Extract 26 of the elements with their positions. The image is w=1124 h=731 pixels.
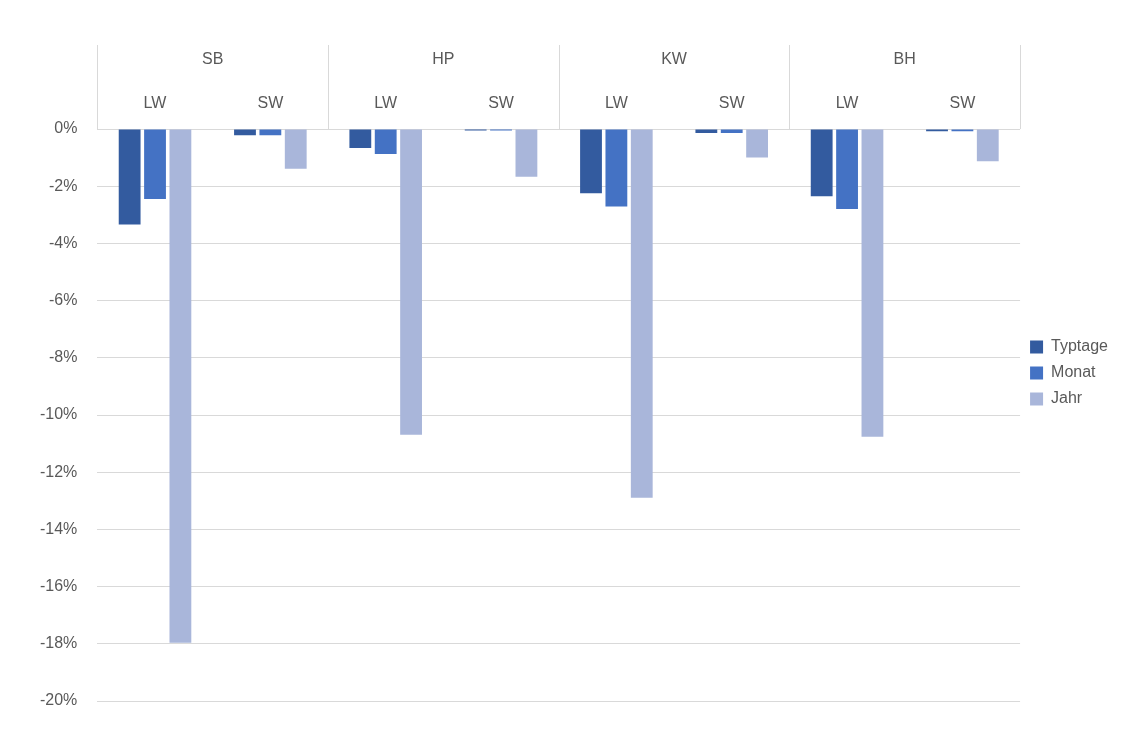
legend-label: Typtage xyxy=(1051,337,1109,355)
legend-label: Monat xyxy=(1051,363,1097,381)
y-tick-label: -4% xyxy=(48,233,78,251)
x-tick-label: LW xyxy=(374,93,399,111)
text: BH xyxy=(893,50,916,68)
x-tick-label: SW xyxy=(488,93,515,111)
text: SB xyxy=(202,50,224,68)
text: KW xyxy=(661,50,688,68)
y-tick-label: -6% xyxy=(48,291,78,309)
x-tick-label: SW xyxy=(718,93,746,111)
y-tick-label: 0% xyxy=(54,119,78,137)
legend-label: Jahr xyxy=(1051,389,1083,407)
text: HP xyxy=(432,50,455,68)
x-tick-label: LW xyxy=(143,93,168,111)
x-tick-label: SW xyxy=(949,93,977,111)
x-tick-label: LW xyxy=(835,93,860,111)
y-tick-label: -14% xyxy=(39,519,78,537)
x-tick-label: LW xyxy=(604,93,629,111)
y-tick-label: -20% xyxy=(39,691,78,709)
y-tick-label: -2% xyxy=(48,176,78,194)
y-tick-label: -18% xyxy=(39,634,78,652)
y-tick-label: -12% xyxy=(39,462,78,480)
x-tick-label: SW xyxy=(257,93,285,111)
y-tick-label: -16% xyxy=(39,577,78,595)
y-tick-label: -8% xyxy=(48,348,78,366)
y-tick-label: -10% xyxy=(39,405,78,423)
